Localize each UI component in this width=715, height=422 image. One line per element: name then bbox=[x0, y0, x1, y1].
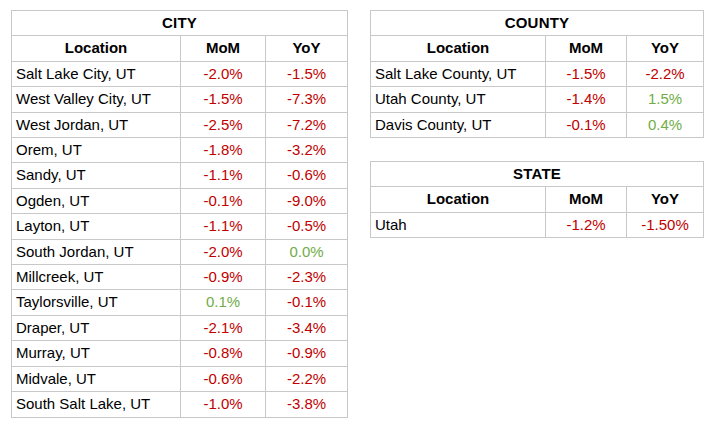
yoy-cell: 0.0% bbox=[266, 239, 348, 264]
table-title-row: COUNTY bbox=[371, 11, 704, 36]
table-row: West Valley City, UT -1.5% -7.3% bbox=[12, 87, 348, 112]
county-table-title: COUNTY bbox=[371, 11, 704, 36]
yoy-column-header: YoY bbox=[266, 36, 348, 61]
yoy-cell: -0.9% bbox=[266, 341, 348, 366]
location-cell: Murray, UT bbox=[12, 341, 181, 366]
table-row: Salt Lake County, UT -1.5% -2.2% bbox=[371, 61, 704, 86]
location-cell: Davis County, UT bbox=[371, 112, 546, 137]
location-cell: Layton, UT bbox=[12, 214, 181, 239]
table-row: South Salt Lake, UT -1.0% -3.8% bbox=[12, 392, 348, 417]
mom-cell: -2.0% bbox=[181, 239, 266, 264]
yoy-column-header: YoY bbox=[627, 187, 704, 212]
table-row: Millcreek, UT -0.9% -2.3% bbox=[12, 265, 348, 290]
location-cell: Utah County, UT bbox=[371, 87, 546, 112]
table-title-row: STATE bbox=[371, 162, 704, 187]
yoy-cell: -3.4% bbox=[266, 315, 348, 340]
location-cell: Midvale, UT bbox=[12, 366, 181, 391]
location-cell: Salt Lake City, UT bbox=[12, 61, 181, 86]
mom-cell: -1.5% bbox=[546, 61, 627, 86]
mom-cell: -1.0% bbox=[181, 392, 266, 417]
mom-cell: 0.1% bbox=[181, 290, 266, 315]
yoy-cell: -2.2% bbox=[627, 61, 704, 86]
table-header-row: Location MoM YoY bbox=[371, 36, 704, 61]
location-cell: Ogden, UT bbox=[12, 188, 181, 213]
yoy-cell: 0.4% bbox=[627, 112, 704, 137]
location-cell: Draper, UT bbox=[12, 315, 181, 340]
location-cell: Taylorsville, UT bbox=[12, 290, 181, 315]
yoy-cell: -0.6% bbox=[266, 163, 348, 188]
location-cell: Utah bbox=[371, 212, 546, 237]
location-cell: Sandy, UT bbox=[12, 163, 181, 188]
yoy-cell: -7.2% bbox=[266, 112, 348, 137]
city-table-title: CITY bbox=[12, 11, 348, 36]
yoy-cell: 1.5% bbox=[627, 87, 704, 112]
yoy-cell: -1.50% bbox=[627, 212, 704, 237]
table-row: Ogden, UT -0.1% -9.0% bbox=[12, 188, 348, 213]
mom-cell: -2.5% bbox=[181, 112, 266, 137]
location-column-header: Location bbox=[371, 187, 546, 212]
state-table-title: STATE bbox=[371, 162, 704, 187]
yoy-cell: -3.8% bbox=[266, 392, 348, 417]
location-cell: Salt Lake County, UT bbox=[371, 61, 546, 86]
mom-cell: -1.1% bbox=[181, 214, 266, 239]
table-row: Utah -1.2% -1.50% bbox=[371, 212, 704, 237]
yoy-column-header: YoY bbox=[627, 36, 704, 61]
mom-cell: -2.0% bbox=[181, 61, 266, 86]
table-row: Draper, UT -2.1% -3.4% bbox=[12, 315, 348, 340]
table-row: Sandy, UT -1.1% -0.6% bbox=[12, 163, 348, 188]
mom-column-header: MoM bbox=[546, 187, 627, 212]
mom-cell: -0.8% bbox=[181, 341, 266, 366]
location-column-header: Location bbox=[371, 36, 546, 61]
table-header-row: Location MoM YoY bbox=[371, 187, 704, 212]
yoy-cell: -2.2% bbox=[266, 366, 348, 391]
table-title-row: CITY bbox=[12, 11, 348, 36]
yoy-cell: -0.5% bbox=[266, 214, 348, 239]
table-row: Davis County, UT -0.1% 0.4% bbox=[371, 112, 704, 137]
mom-cell: -0.6% bbox=[181, 366, 266, 391]
yoy-cell: -3.2% bbox=[266, 138, 348, 163]
mom-cell: -0.1% bbox=[546, 112, 627, 137]
yoy-cell: -7.3% bbox=[266, 87, 348, 112]
table-row: Utah County, UT -1.4% 1.5% bbox=[371, 87, 704, 112]
location-column-header: Location bbox=[12, 36, 181, 61]
county-table: COUNTY Location MoM YoY Salt Lake County… bbox=[370, 10, 704, 138]
state-table: STATE Location MoM YoY Utah -1.2% -1.50% bbox=[370, 161, 704, 238]
table-row: Midvale, UT -0.6% -2.2% bbox=[12, 366, 348, 391]
table-row: Taylorsville, UT 0.1% -0.1% bbox=[12, 290, 348, 315]
mom-cell: -1.4% bbox=[546, 87, 627, 112]
table-row: Layton, UT -1.1% -0.5% bbox=[12, 214, 348, 239]
yoy-cell: -2.3% bbox=[266, 265, 348, 290]
table-row: South Jordan, UT -2.0% 0.0% bbox=[12, 239, 348, 264]
mom-cell: -1.8% bbox=[181, 138, 266, 163]
location-cell: Orem, UT bbox=[12, 138, 181, 163]
yoy-cell: -9.0% bbox=[266, 188, 348, 213]
table-row: Orem, UT -1.8% -3.2% bbox=[12, 138, 348, 163]
yoy-cell: -0.1% bbox=[266, 290, 348, 315]
mom-cell: -2.1% bbox=[181, 315, 266, 340]
table-row: West Jordan, UT -2.5% -7.2% bbox=[12, 112, 348, 137]
yoy-cell: -1.5% bbox=[266, 61, 348, 86]
mom-column-header: MoM bbox=[546, 36, 627, 61]
location-cell: West Jordan, UT bbox=[12, 112, 181, 137]
location-cell: Millcreek, UT bbox=[12, 265, 181, 290]
mom-cell: -1.2% bbox=[546, 212, 627, 237]
mom-cell: -0.9% bbox=[181, 265, 266, 290]
table-row: Murray, UT -0.8% -0.9% bbox=[12, 341, 348, 366]
city-table: CITY Location MoM YoY Salt Lake City, UT… bbox=[11, 10, 348, 418]
table-header-row: Location MoM YoY bbox=[12, 36, 348, 61]
mom-cell: -1.5% bbox=[181, 87, 266, 112]
mom-column-header: MoM bbox=[181, 36, 266, 61]
mom-cell: -1.1% bbox=[181, 163, 266, 188]
location-cell: West Valley City, UT bbox=[12, 87, 181, 112]
mom-cell: -0.1% bbox=[181, 188, 266, 213]
location-cell: South Salt Lake, UT bbox=[12, 392, 181, 417]
table-row: Salt Lake City, UT -2.0% -1.5% bbox=[12, 61, 348, 86]
location-cell: South Jordan, UT bbox=[12, 239, 181, 264]
